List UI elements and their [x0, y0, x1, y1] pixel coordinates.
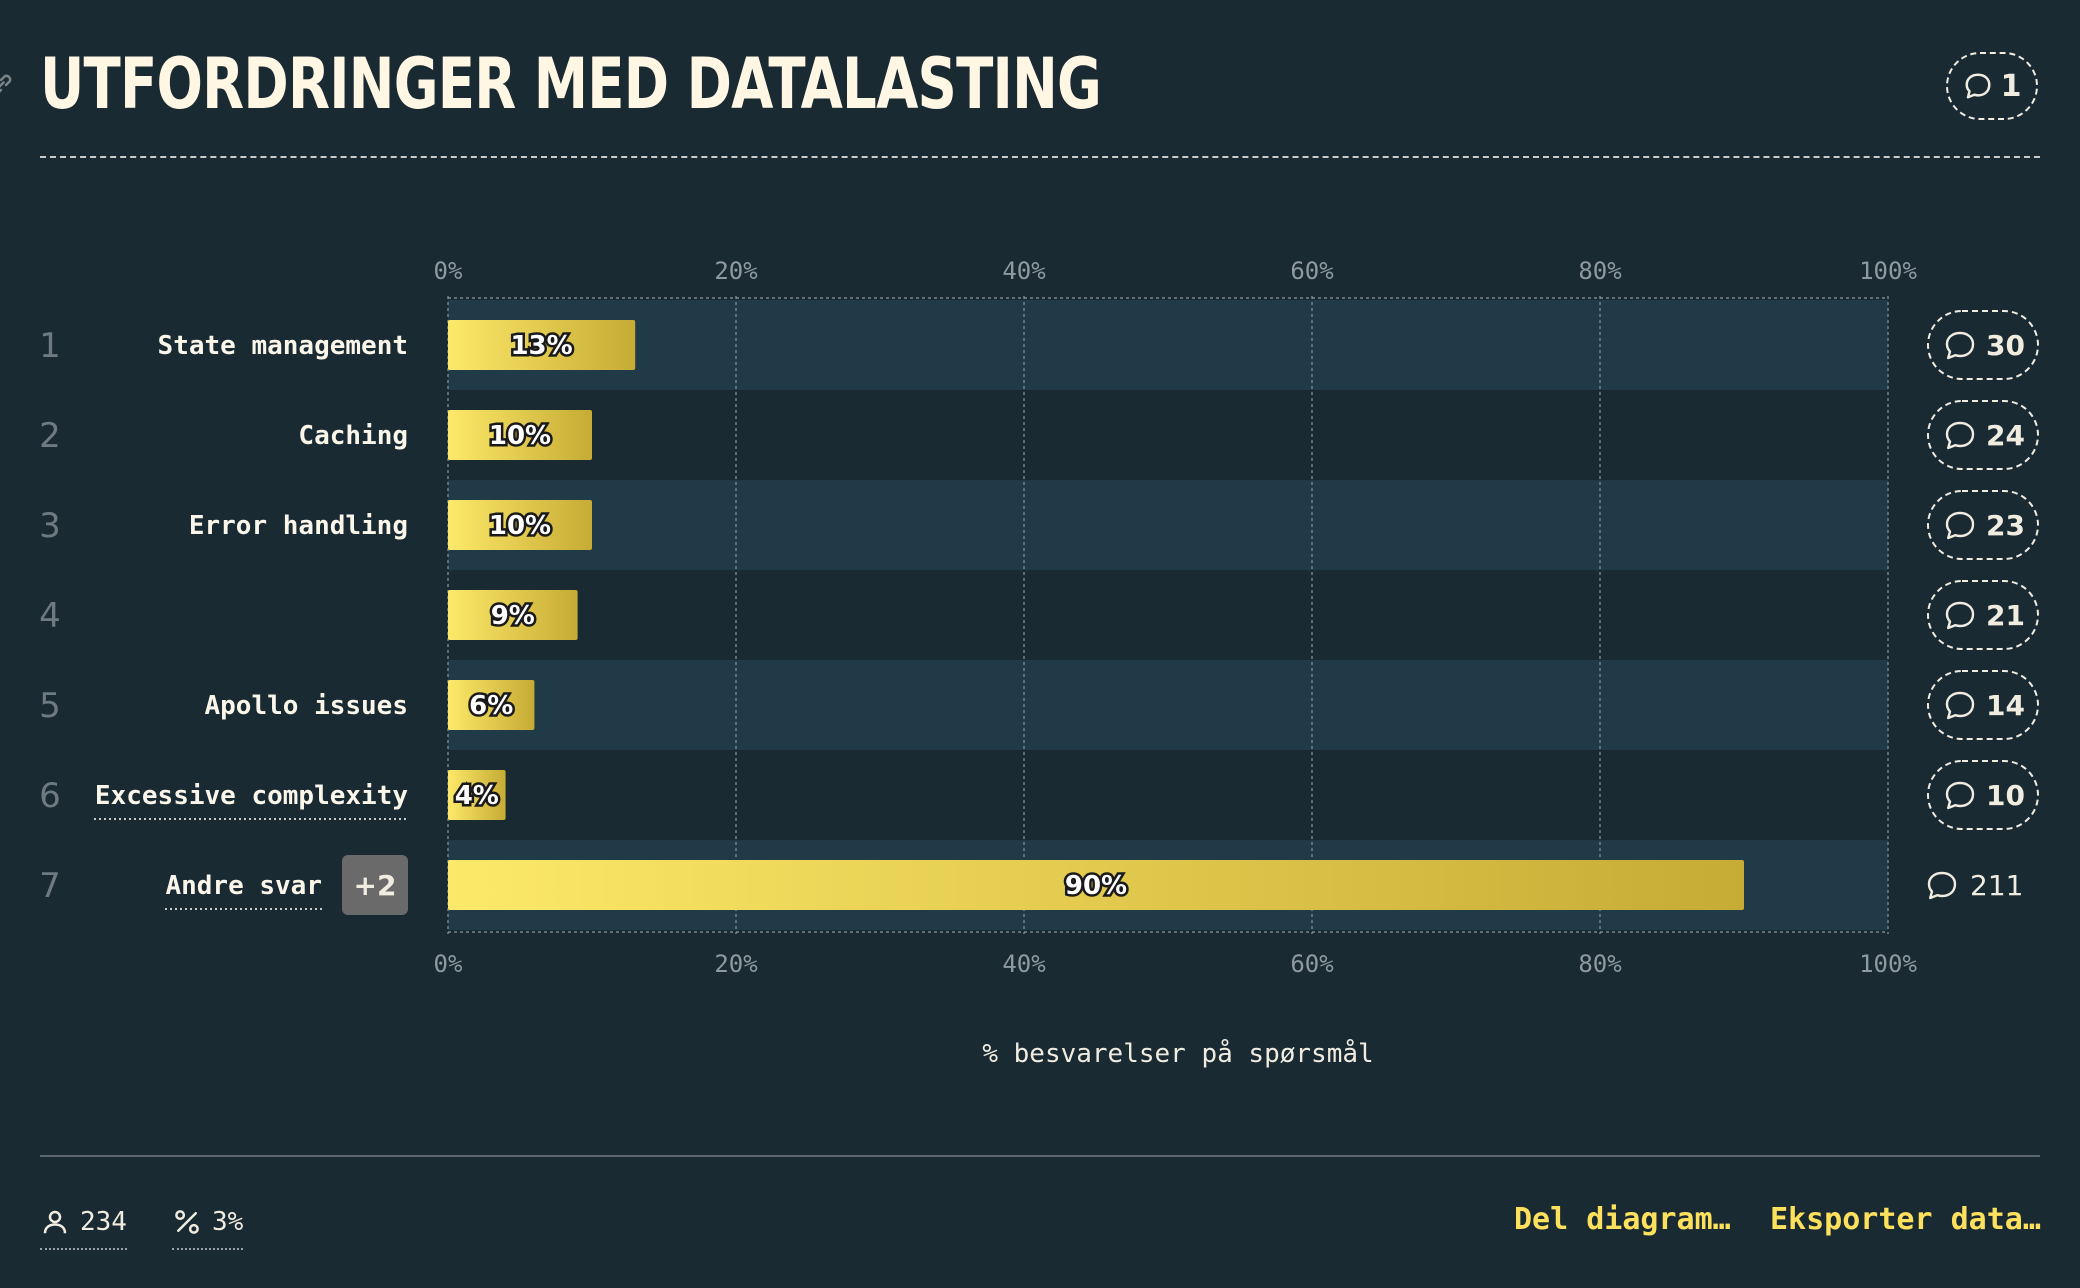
x-tick-label-top: 60% [1290, 257, 1334, 285]
header-divider [40, 156, 2040, 158]
bar[interactable] [448, 770, 506, 820]
bar-value-label: 13% [510, 331, 572, 361]
rank-label: 3 [39, 506, 61, 546]
bar[interactable] [448, 860, 1744, 910]
row-comments-button[interactable]: 24 [1927, 400, 2039, 470]
comment-icon [1945, 781, 1975, 810]
comment-pill [1927, 670, 2039, 740]
x-tick-label-bottom: 80% [1578, 950, 1622, 978]
category-label[interactable]: Error handling [189, 511, 408, 541]
link-icon[interactable] [0, 70, 16, 100]
row-comments-button[interactable]: 211 [1927, 869, 2023, 902]
x-tick-label-bottom: 100% [1859, 950, 1917, 978]
comments-button[interactable]: 1 [1946, 52, 2038, 120]
row-band [448, 300, 1888, 390]
rank-label: 1 [39, 326, 61, 366]
comment-count: 10 [1986, 779, 2025, 812]
comment-pill [1927, 310, 2039, 380]
x-tick-label-top: 40% [1002, 257, 1046, 285]
comment-count: 30 [1986, 329, 2025, 362]
respondents-count: 234 [80, 1207, 127, 1237]
x-tick-label-bottom: 20% [714, 950, 758, 978]
comment-icon [1945, 331, 1975, 360]
comment-icon [1945, 421, 1975, 450]
category-label[interactable]: Apollo issues [205, 691, 409, 721]
x-tick-label-top: 80% [1578, 257, 1622, 285]
comment-pill [1927, 580, 2039, 650]
bar[interactable] [448, 410, 592, 460]
category-label[interactable]: Andre svar [165, 871, 322, 901]
rank-label: 7 [39, 866, 61, 906]
bar[interactable] [448, 320, 636, 370]
bar-value-label: 9% [491, 601, 535, 631]
row-comments-button[interactable]: 21 [1927, 580, 2039, 650]
rank-label: 5 [39, 686, 61, 726]
bar-value-label: 10% [489, 421, 551, 451]
category-label[interactable]: Caching [298, 421, 408, 451]
percent-icon [175, 1210, 199, 1234]
x-tick-label-bottom: 0% [434, 950, 463, 978]
comment-count: 211 [1970, 869, 2023, 902]
comment-count: 23 [1986, 509, 2025, 542]
x-tick-label-bottom: 40% [1002, 950, 1046, 978]
comment-count: 14 [1986, 689, 2025, 722]
bar[interactable] [448, 680, 535, 730]
bar-value-label: 90% [1065, 871, 1127, 901]
row-comments-button[interactable]: 10 [1927, 760, 2039, 830]
other-answers-badge[interactable]: +2 [342, 855, 408, 915]
bar[interactable] [448, 590, 578, 640]
percent-value: 3% [212, 1207, 244, 1237]
category-label[interactable]: Excessive complexity [95, 781, 408, 811]
comment-icon [1945, 691, 1975, 720]
rank-label: 4 [39, 596, 61, 636]
x-tick-label-top: 20% [714, 257, 758, 285]
row-comments-button[interactable]: 30 [1927, 310, 2039, 380]
comment-pill [1927, 760, 2039, 830]
share-chart-link[interactable]: Del diagram… [1514, 1202, 1731, 1237]
user-icon [43, 1210, 67, 1234]
x-axis-title: % besvarelser på spørsmål [982, 1038, 1373, 1069]
row-band [448, 480, 1888, 570]
row-comments-button[interactable]: 14 [1927, 670, 2039, 740]
x-tick-label-top: 0% [434, 257, 463, 285]
comment-icon [1927, 871, 1957, 900]
x-tick-label-bottom: 60% [1290, 950, 1334, 978]
bar-value-label: 10% [489, 511, 551, 541]
bar-value-label: 6% [469, 691, 513, 721]
comment-icon [1945, 511, 1975, 540]
respondents-stat[interactable]: 234 [40, 1200, 127, 1250]
rank-label: 6 [39, 776, 61, 816]
comment-pill [1927, 400, 2039, 470]
comment-icon [1965, 73, 1991, 99]
export-data-link[interactable]: Eksporter data… [1770, 1202, 2041, 1237]
x-tick-label-top: 100% [1859, 257, 1917, 285]
header-comment-count: 1 [2000, 68, 2022, 104]
bar[interactable] [448, 500, 592, 550]
comment-count: 21 [1986, 599, 2025, 632]
comment-icon [1945, 601, 1975, 630]
comment-pill [1927, 490, 2039, 560]
category-label[interactable]: State management [158, 331, 408, 361]
percent-stat[interactable]: 3% [172, 1200, 244, 1250]
row-comments-button[interactable]: 23 [1927, 490, 2039, 560]
rank-label: 2 [39, 416, 61, 456]
comment-count: 24 [1986, 419, 2025, 452]
row-band [448, 660, 1888, 750]
footer-divider [40, 1155, 2040, 1157]
page-title: UTFORDRINGER MED DATALASTING [40, 43, 1102, 125]
bar-value-label: 4% [455, 781, 499, 811]
